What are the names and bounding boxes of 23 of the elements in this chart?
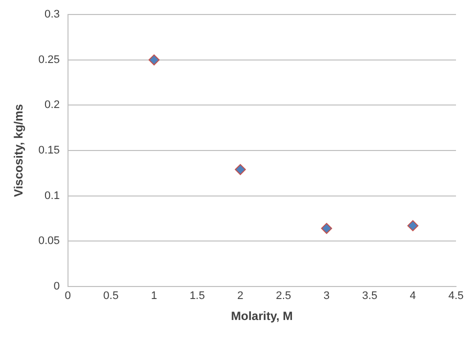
y-tick-label: 0 — [54, 280, 60, 292]
point — [234, 164, 246, 176]
x-axis-title: Molarity, M — [231, 309, 293, 324]
point — [407, 220, 418, 232]
x-tick-label: 3 — [324, 290, 330, 302]
x-tick-label: 4.5 — [448, 290, 464, 302]
x-tick-label: 0 — [64, 290, 71, 302]
point — [148, 54, 160, 66]
point — [321, 222, 332, 234]
y-tick-label: 0.2 — [44, 99, 60, 112]
y-tick-label: 0.15 — [38, 144, 60, 157]
x-tick-label: 1 — [151, 290, 158, 302]
x-tick-label: 4 — [410, 290, 416, 302]
x-tick-label: 2.5 — [276, 290, 292, 302]
y-axis-title: Viscosity, kg/ms — [12, 104, 26, 197]
x-tick-label: 0.5 — [103, 290, 119, 302]
x-tick-label: 3.5 — [362, 290, 378, 302]
y-tick-label: 0.05 — [38, 235, 60, 248]
y-tick-label: 0.25 — [38, 54, 60, 66]
y-tick-label: 0.1 — [44, 190, 60, 202]
x-tick-label: 1.5 — [190, 290, 205, 302]
y-tick-label: 0.3 — [44, 8, 60, 21]
x-tick-label: 2 — [237, 290, 244, 302]
